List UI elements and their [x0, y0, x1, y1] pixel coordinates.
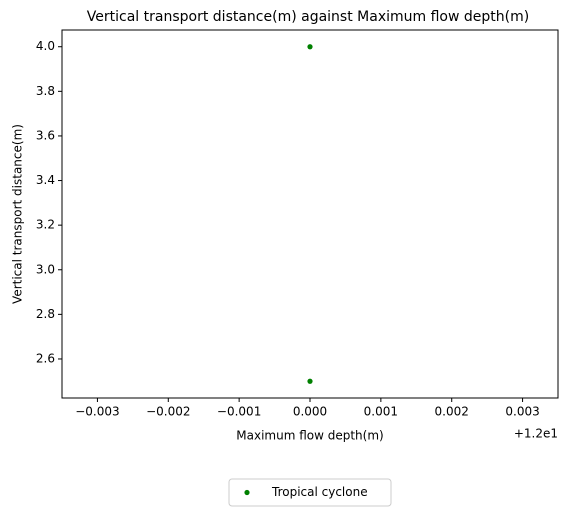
x-tick-label: −0.002 — [146, 405, 190, 419]
scatter-point — [307, 378, 313, 384]
scatter-point — [307, 44, 313, 50]
y-tick-label: 2.6 — [36, 351, 55, 365]
x-axis-label: Maximum flow depth(m) — [236, 429, 383, 443]
legend-marker — [244, 489, 250, 496]
x-tick-label: 0.003 — [505, 405, 539, 419]
plot-frame — [61, 29, 559, 399]
x-tick-label: 0.001 — [364, 405, 398, 419]
y-tick-label: 3.8 — [36, 84, 55, 98]
legend-label: Tropical cyclone — [271, 485, 368, 499]
y-tick-label: 3.6 — [36, 128, 55, 142]
chart-title: Vertical transport distance(m) against M… — [87, 9, 529, 25]
x-offset-label: +1.2e1 — [514, 427, 558, 441]
y-tick-label: 4.0 — [36, 39, 55, 53]
x-tick-label: 0.002 — [435, 405, 469, 419]
y-tick-label: 2.8 — [36, 307, 55, 321]
y-tick-label: 3.0 — [36, 262, 55, 276]
x-tick-label: 0.000 — [293, 405, 327, 419]
y-tick-label: 3.4 — [36, 173, 55, 187]
x-tick-label: −0.003 — [75, 405, 119, 419]
legend-box — [228, 478, 392, 507]
y-tick-label: 3.2 — [36, 218, 55, 232]
y-axis-label: Vertical transport distance(m) — [11, 124, 25, 304]
x-tick-label: −0.001 — [217, 405, 261, 419]
